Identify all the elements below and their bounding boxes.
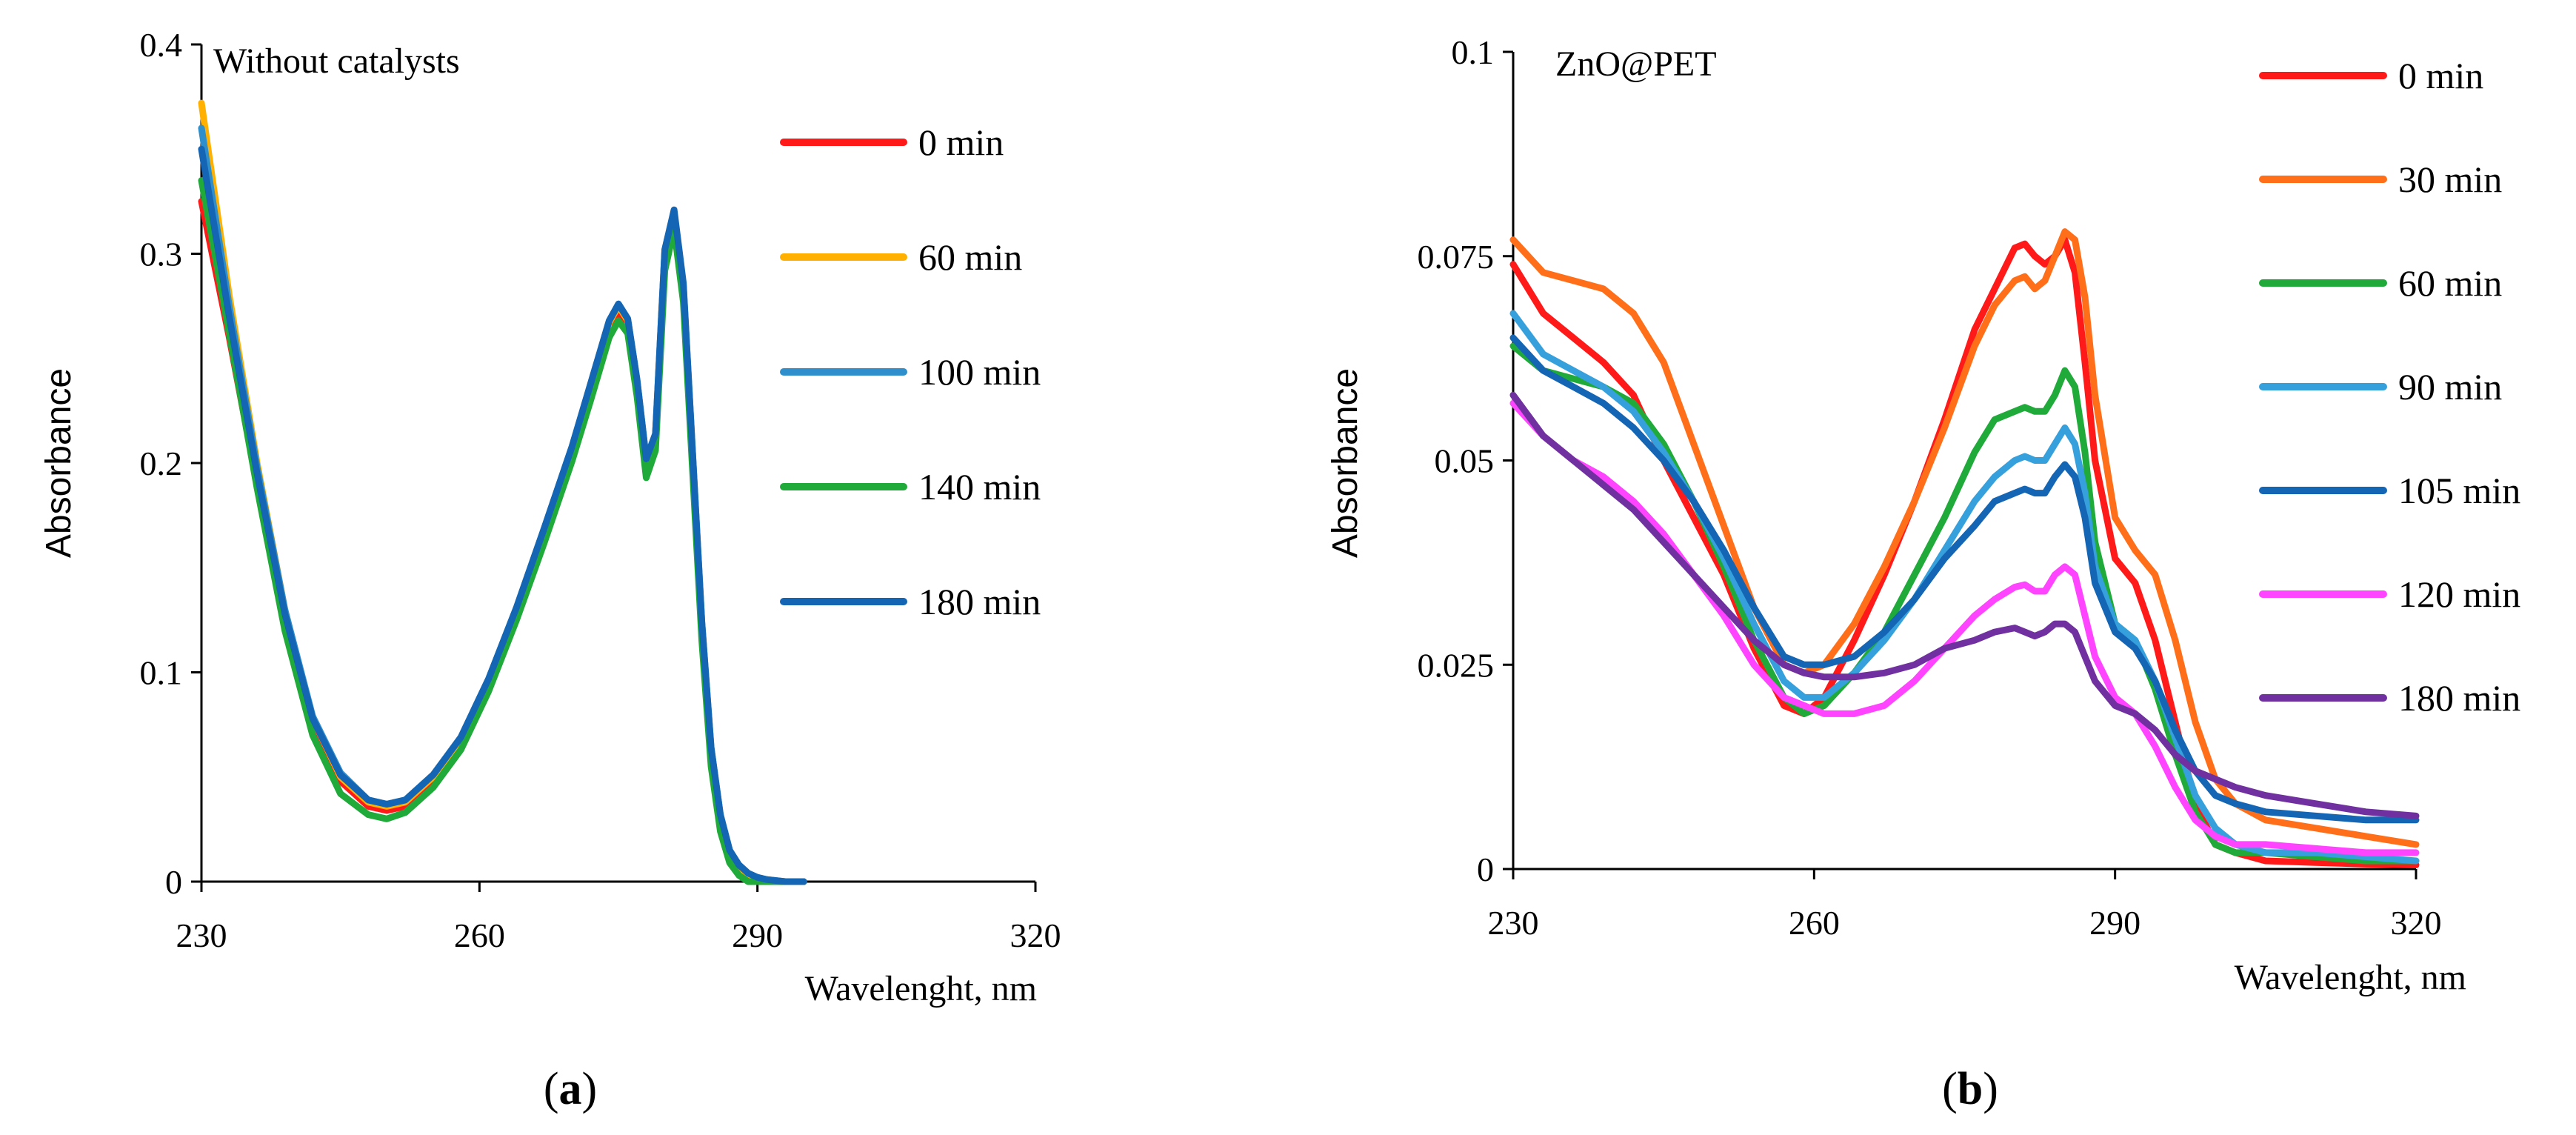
series-line-180-min — [198, 145, 807, 885]
chart-title: ZnO@PET — [1555, 44, 1717, 84]
series-line-90-min — [1509, 310, 2420, 865]
series-line-30-min — [1509, 228, 2420, 848]
series-line-140-min — [198, 177, 807, 885]
panel-caption: (a) — [544, 1064, 597, 1114]
legend-label: 90 min — [2398, 366, 2502, 407]
legend-label: 140 min — [918, 466, 1041, 507]
legend-label: 0 min — [918, 122, 1004, 163]
panel-caption: (b) — [1942, 1064, 1998, 1114]
legend-label: 120 min — [2398, 573, 2520, 615]
legend: 0 min 30 min 60 min 90 min 105 min 120 min 180… — [2259, 55, 2520, 719]
y-tick-label: 0.05 — [1435, 442, 1495, 480]
x-axis-label: Wavelenght, nm — [805, 969, 1037, 1008]
legend-label: 180 min — [918, 581, 1041, 622]
legend-label: 105 min — [2398, 470, 2520, 511]
series-line-60-min — [1509, 342, 2420, 865]
chart-panel-b: 0 0.025 0.05 0.075 0.1 230 260 290 320 ZnO@PET Abs… — [1326, 33, 2520, 1114]
y-tick-label: 0 — [1477, 851, 1494, 888]
y-tick-label: 0.1 — [140, 654, 183, 692]
chart-title: Without catalysts — [213, 41, 460, 81]
legend-label: 60 min — [2398, 262, 2502, 304]
x-tick-label: 290 — [732, 916, 783, 954]
y-tick-label: 0.2 — [140, 445, 183, 482]
x-axis-label: Wavelenght, nm — [2235, 958, 2466, 997]
series-line-105-min — [1509, 334, 2420, 824]
y-tick-label: 0.025 — [1418, 646, 1495, 684]
caption-letter: b — [1958, 1064, 1983, 1114]
chart-panel-a: 0 0.1 0.2 0.3 0.4 230 260 290 320 Without catalys… — [39, 26, 1061, 1114]
y-axis-label: Absorbance — [1326, 368, 1365, 558]
legend-label: 180 min — [2398, 677, 2520, 719]
caption-close: ) — [1983, 1064, 1998, 1114]
y-axis-label: Absorbance — [39, 368, 79, 558]
y-tick-label: 0.075 — [1418, 238, 1495, 276]
y-tick-label: 0.3 — [140, 236, 183, 273]
series-line-180-min — [1509, 391, 2420, 819]
x-tick-label: 320 — [1010, 916, 1061, 954]
caption-open: ( — [1942, 1064, 1958, 1114]
x-tick-label: 230 — [176, 916, 227, 954]
y-tick-label: 0 — [165, 863, 182, 901]
x-tick-label: 290 — [2089, 904, 2140, 942]
x-tick-label: 230 — [1488, 904, 1539, 942]
legend-label: 100 min — [918, 351, 1041, 393]
legend-label: 0 min — [2398, 55, 2483, 96]
x-tick-label: 260 — [1789, 904, 1840, 942]
y-tick-label: 0.4 — [140, 26, 183, 64]
caption-close: ) — [582, 1064, 598, 1114]
legend: 0 min 60 min 100 min 140 min 180 min — [780, 122, 1041, 622]
x-tick-label: 320 — [2391, 904, 2442, 942]
legend-label: 30 min — [2398, 159, 2502, 200]
caption-open: ( — [544, 1064, 559, 1114]
legend-label: 60 min — [918, 236, 1022, 278]
y-tick-label: 0.1 — [1452, 33, 1495, 71]
x-tick-label: 260 — [454, 916, 505, 954]
caption-letter: a — [559, 1064, 582, 1114]
